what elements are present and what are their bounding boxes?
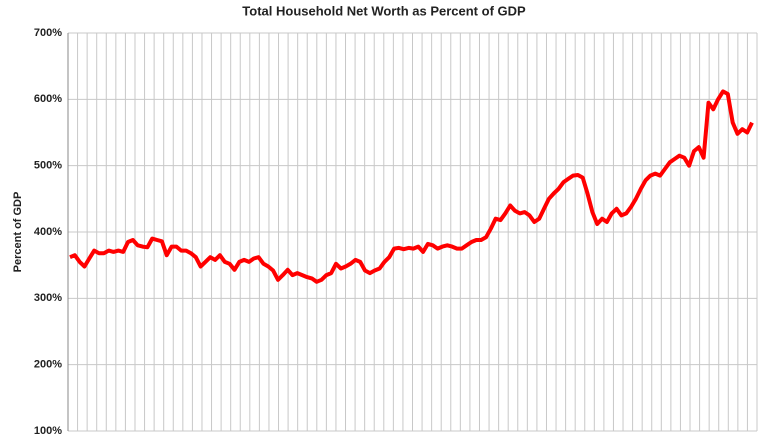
y-tick-label: 400% [34,226,62,238]
y-tick-label: 500% [34,160,62,172]
y-tick-label: 200% [34,359,62,371]
series-line [69,89,754,284]
y-axis-label: Percent of GDP [12,192,24,273]
y-tick-label: 600% [34,93,62,105]
y-tick-label: 700% [34,27,62,39]
y-tick-label: 100% [34,425,62,437]
y-tick-label: 300% [34,292,62,304]
chart-title: Total Household Net Worth as Percent of … [242,3,526,18]
